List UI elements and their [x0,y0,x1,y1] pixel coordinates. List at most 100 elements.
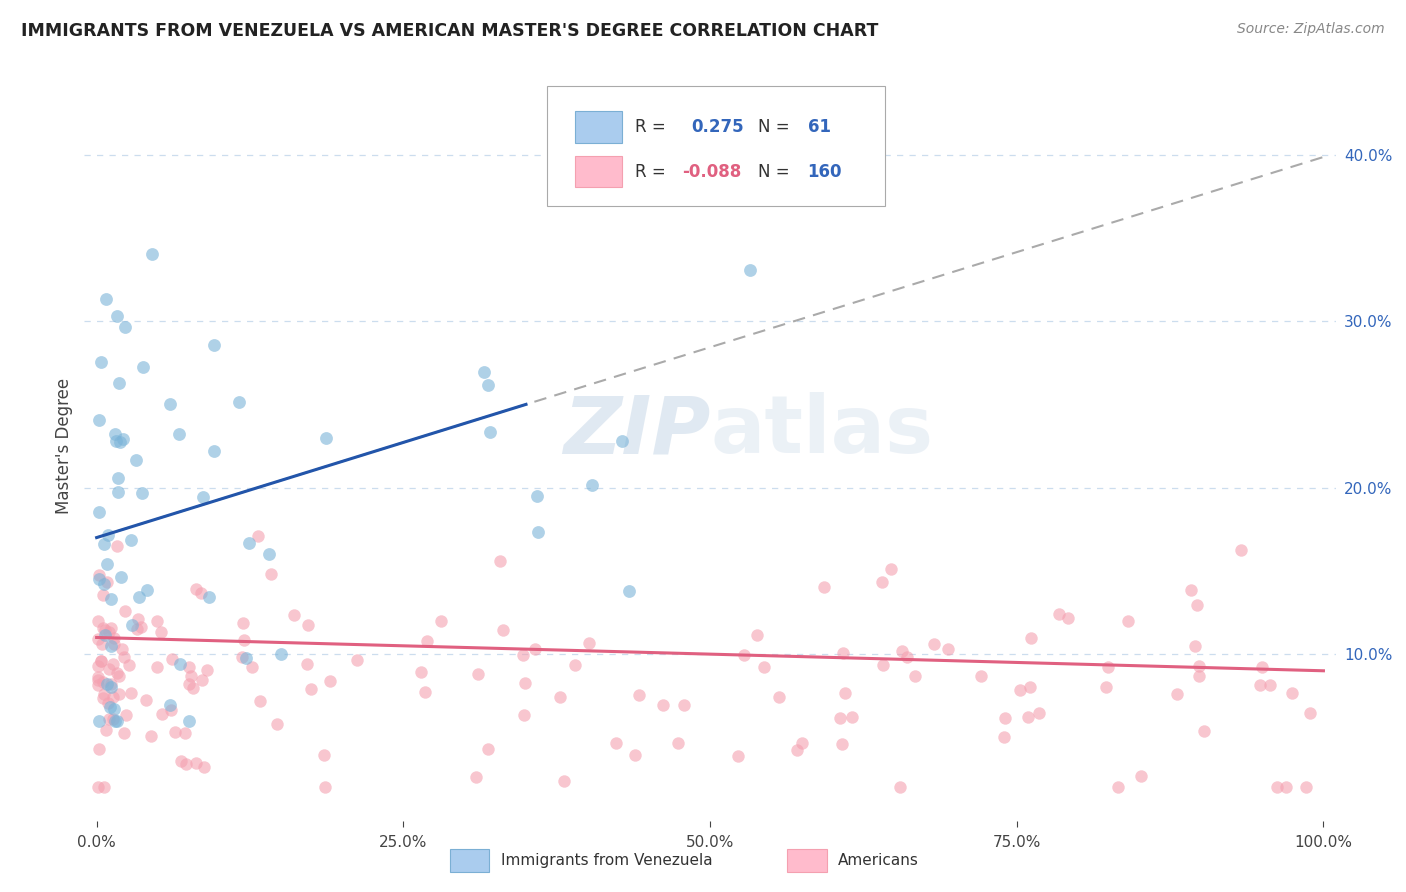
Point [121,617,143,632]
Point [177,714,200,728]
Point [125,622,148,636]
Point [101,712,124,726]
Point [1249,678,1271,692]
Point [1107,780,1129,795]
Point [104,434,127,448]
Point [87,614,110,628]
Point [841,710,863,724]
Point [112,650,135,665]
Point [93,588,115,602]
Point [415,634,437,648]
Point [527,525,550,540]
Point [1019,680,1042,694]
Point [464,770,486,784]
Point [108,376,131,390]
Point [101,657,124,672]
Point [165,724,187,739]
Text: R =: R = [636,118,665,136]
Point [228,394,250,409]
Point [319,674,342,689]
Point [1180,582,1202,597]
Point [132,360,155,375]
Point [186,582,208,596]
Text: ZIP: ZIP [562,392,710,470]
Text: 61: 61 [807,118,831,136]
Point [150,706,173,721]
Point [87,632,110,646]
Text: atlas: atlas [710,392,934,470]
Point [129,620,152,634]
Point [1188,659,1211,673]
Point [623,748,645,763]
Point [169,754,191,768]
Point [295,657,318,671]
Point [112,726,135,740]
Point [100,621,122,635]
Point [90,355,112,369]
Point [193,490,215,504]
Point [91,637,114,651]
Point [1047,607,1070,621]
Point [477,377,499,392]
Point [97,696,120,710]
Point [831,738,853,752]
Point [190,673,212,688]
Point [477,741,499,756]
Point [162,652,184,666]
Point [247,529,270,543]
Point [103,637,125,651]
Point [512,708,534,723]
Point [120,533,142,547]
Point [94,623,117,637]
Point [834,686,856,700]
Point [202,337,225,351]
Point [738,263,761,277]
Point [548,690,571,704]
Point [813,580,835,594]
Point [492,624,515,638]
Point [297,617,319,632]
Point [581,478,603,492]
Point [100,591,122,606]
Point [181,681,204,696]
Point [87,678,110,692]
Point [105,309,128,323]
Point [114,320,136,334]
Point [93,536,115,550]
Point [96,575,118,590]
Point [1299,706,1322,720]
Point [93,577,115,591]
Point [512,648,534,662]
Point [89,568,111,582]
Point [627,688,650,702]
Point [232,632,254,647]
Point [488,554,510,568]
Point [103,632,125,646]
Point [1184,639,1206,653]
Point [870,575,893,590]
Point [98,699,121,714]
Text: Americans: Americans [838,854,920,868]
Point [314,780,336,795]
Point [96,293,118,307]
Text: -0.088: -0.088 [682,162,742,181]
Point [1251,660,1274,674]
Point [159,698,181,712]
Point [889,780,911,795]
Point [553,773,575,788]
Point [184,756,207,771]
Point [260,567,283,582]
Point [108,687,131,701]
Point [831,646,853,660]
Point [93,628,115,642]
Point [1295,780,1317,795]
Point [190,586,212,600]
Point [411,665,433,679]
Point [97,528,120,542]
Point [87,742,110,756]
Point [617,584,640,599]
Point [922,637,945,651]
Point [891,644,914,658]
Point [1097,660,1119,674]
Point [128,590,150,604]
